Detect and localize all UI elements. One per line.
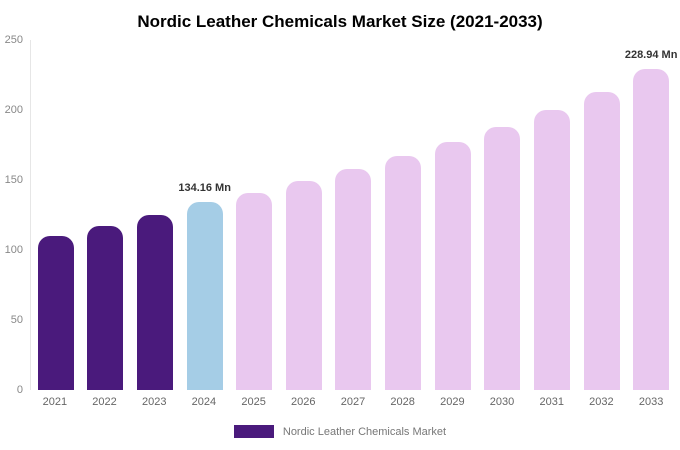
bar-column bbox=[527, 40, 577, 390]
bar-2032 bbox=[583, 91, 620, 390]
y-tick-label: 250 bbox=[4, 34, 23, 46]
x-tick-label: 2023 bbox=[141, 396, 167, 408]
bar-2025 bbox=[236, 192, 273, 390]
y-tick-label: 0 bbox=[16, 384, 23, 396]
x-tick-label: 2031 bbox=[539, 396, 564, 408]
y-tick-label: 200 bbox=[4, 104, 23, 116]
bar-column bbox=[229, 40, 279, 390]
legend: Nordic Leather Chemicals Market bbox=[0, 425, 680, 438]
x-tick-label: 2033 bbox=[638, 396, 664, 408]
x-tick-label: 2022 bbox=[92, 396, 117, 408]
bar-2026 bbox=[285, 181, 322, 390]
bar-column bbox=[577, 40, 627, 390]
bar-value-label: 134.16 Mn bbox=[178, 182, 231, 195]
bar-value-label: 228.94 Mn bbox=[624, 49, 678, 62]
bar-2029 bbox=[434, 142, 471, 390]
bar-column bbox=[329, 40, 379, 390]
x-tick-label: 2026 bbox=[291, 396, 316, 408]
legend-label: Nordic Leather Chemicals Market bbox=[282, 425, 447, 438]
x-tick-label: 2025 bbox=[241, 396, 266, 408]
x-tick-label: 2028 bbox=[390, 396, 415, 408]
bar-2024 bbox=[186, 202, 223, 390]
bar-column bbox=[378, 40, 428, 390]
x-tick-label: 2030 bbox=[489, 396, 515, 408]
bar-column bbox=[477, 40, 527, 390]
x-tick-label: 2027 bbox=[340, 396, 366, 408]
bar-column: 134.16 Mn bbox=[178, 40, 231, 390]
bar-2031 bbox=[533, 110, 570, 390]
bar-2028 bbox=[385, 156, 422, 390]
bar-2023 bbox=[137, 215, 174, 390]
y-tick-label: 100 bbox=[4, 244, 23, 256]
bar-column: 228.94 Mn bbox=[624, 40, 678, 390]
plot-area: 134.16 Mn 228.94 Mn bbox=[30, 40, 678, 390]
bar-2027 bbox=[335, 168, 372, 390]
y-tick-label: 150 bbox=[4, 174, 23, 186]
y-tick-label: 50 bbox=[10, 314, 23, 326]
x-tick-label: 2032 bbox=[589, 396, 614, 408]
bar-column bbox=[130, 40, 180, 390]
x-tick-label: 2024 bbox=[191, 396, 217, 408]
bar-column bbox=[31, 40, 81, 390]
y-axis: 0 50 100 150 200 250 bbox=[0, 34, 28, 396]
bar-column bbox=[81, 40, 131, 390]
bar-2030 bbox=[484, 126, 521, 390]
x-axis: 2021 2022 2023 2024 2025 2026 2027 2028 2029 2030… bbox=[30, 396, 676, 408]
x-tick-label: 2021 bbox=[42, 396, 68, 408]
bar-column bbox=[428, 40, 478, 390]
bar-2033 bbox=[633, 69, 670, 390]
bar-2021 bbox=[37, 236, 74, 390]
legend-swatch bbox=[233, 425, 274, 438]
x-tick-label: 2029 bbox=[440, 396, 465, 408]
bar-column bbox=[279, 40, 329, 390]
bar-2022 bbox=[87, 226, 124, 390]
chart-title: Nordic Leather Chemicals Market Size (20… bbox=[137, 12, 543, 31]
